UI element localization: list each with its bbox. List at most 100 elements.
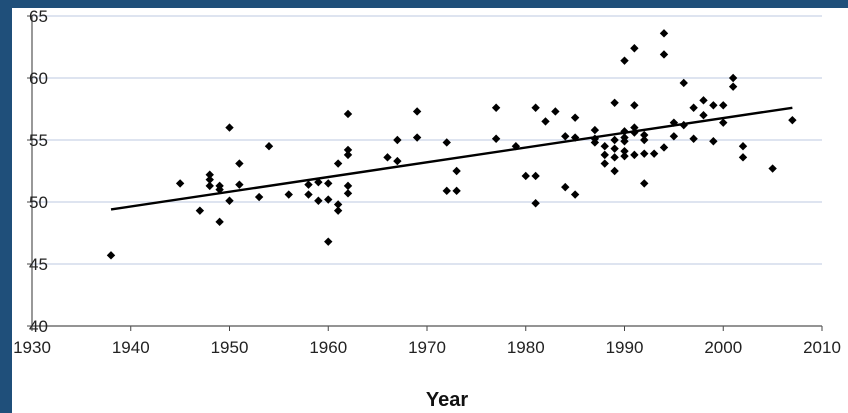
data-point-7 <box>215 181 224 191</box>
data-point-85 <box>669 132 679 141</box>
data-point-96 <box>728 73 738 83</box>
data-point-93 <box>709 137 718 146</box>
data-point-99 <box>738 153 748 162</box>
data-point-97 <box>728 82 738 91</box>
data-point-17 <box>304 190 313 199</box>
data-point-90 <box>699 96 708 105</box>
data-point-14 <box>264 142 274 151</box>
data-point-76 <box>640 130 649 140</box>
data-point-92 <box>709 101 718 110</box>
data-point-12 <box>235 180 244 189</box>
data-point-48 <box>551 107 560 116</box>
data-point-53 <box>570 190 580 199</box>
data-point-5 <box>205 181 214 191</box>
data-point-20 <box>324 179 333 188</box>
data-point-101 <box>788 115 797 125</box>
data-point-11 <box>235 159 244 168</box>
data-point-10 <box>225 196 234 205</box>
data-point-26 <box>343 109 353 119</box>
data-point-49 <box>561 132 570 141</box>
x-tick-label-1970: 1970 <box>408 338 446 357</box>
data-point-72 <box>630 101 639 110</box>
data-point-3 <box>205 170 214 179</box>
data-point-78 <box>640 149 649 158</box>
data-point-75 <box>630 150 639 160</box>
data-point-95 <box>719 118 728 127</box>
tick-labels: 40 45 50 55 60 65 1930 1940 1950 1960 1970 1980 1990… <box>13 8 841 357</box>
x-axis-title: Year <box>426 389 468 411</box>
data-point-38 <box>452 166 461 176</box>
data-point-15 <box>284 190 293 199</box>
data-point-36 <box>442 138 451 147</box>
data-point-4 <box>205 175 214 184</box>
x-tick-label-1940: 1940 <box>112 338 150 357</box>
data-point-65 <box>620 56 629 65</box>
data-point-77 <box>640 135 649 145</box>
y-tick-label-60: 60 <box>29 69 48 88</box>
data-point-94 <box>719 101 728 110</box>
y-tick-label-40: 40 <box>29 317 48 336</box>
data-point-51 <box>570 113 580 122</box>
data-point-32 <box>393 135 402 145</box>
data-point-35 <box>412 133 422 142</box>
data-point-58 <box>600 150 609 160</box>
data-point-34 <box>412 107 422 116</box>
data-point-27 <box>343 145 353 155</box>
x-tick-label-1930: 1930 <box>13 338 51 357</box>
plot-area <box>32 16 822 326</box>
data-point-100 <box>768 164 777 173</box>
data-point-40 <box>491 103 501 112</box>
data-point-71 <box>630 44 639 53</box>
data-point-79 <box>640 179 649 188</box>
data-point-64 <box>610 166 619 176</box>
data-point-33 <box>393 156 402 166</box>
data-point-86 <box>679 78 688 88</box>
data-point-59 <box>600 159 609 168</box>
data-point-62 <box>610 144 619 153</box>
x-tick-label-2010: 2010 <box>803 338 841 357</box>
x-tick-label-1990: 1990 <box>606 338 644 357</box>
data-point-81 <box>659 29 669 38</box>
data-point-88 <box>689 103 698 112</box>
data-point-46 <box>531 199 540 208</box>
data-point-2 <box>195 206 205 215</box>
data-point-0 <box>106 251 116 260</box>
data-point-61 <box>610 135 619 145</box>
data-point-68 <box>620 137 629 146</box>
data-point-89 <box>689 134 698 143</box>
data-point-70 <box>620 151 629 161</box>
x-tick-label-1980: 1980 <box>507 338 545 357</box>
data-point-69 <box>620 146 629 156</box>
axes <box>27 15 823 331</box>
data-point-30 <box>343 189 353 198</box>
data-point-83 <box>659 143 669 152</box>
x-tick-label-2000: 2000 <box>704 338 742 357</box>
data-point-37 <box>442 186 451 196</box>
data-point-60 <box>610 98 619 107</box>
data-point-45 <box>531 171 540 181</box>
data-point-8 <box>215 217 224 227</box>
data-point-21 <box>324 195 333 204</box>
data-point-18 <box>314 177 323 187</box>
y-tick-label-45: 45 <box>29 255 48 274</box>
data-point-16 <box>304 180 313 189</box>
data-point-24 <box>333 206 343 215</box>
scatter-chart: 40 45 50 55 60 65 1930 1940 1950 1960 1970 1980 1990… <box>13 8 841 411</box>
data-point-39 <box>452 186 461 196</box>
data-point-31 <box>383 153 392 162</box>
data-point-29 <box>343 181 353 191</box>
data-point-56 <box>590 138 600 147</box>
y-tick-label-55: 55 <box>29 131 48 150</box>
data-point-22 <box>324 237 333 246</box>
data-point-43 <box>521 171 530 181</box>
data-point-50 <box>561 182 570 192</box>
x-tick-label-1950: 1950 <box>211 338 249 357</box>
data-point-41 <box>491 134 501 143</box>
data-point-1 <box>175 179 185 188</box>
data-point-91 <box>699 111 708 120</box>
y-tick-label-65: 65 <box>29 8 48 26</box>
y-tick-label-50: 50 <box>29 193 48 212</box>
data-point-82 <box>659 50 669 59</box>
data-point-23 <box>333 200 343 209</box>
data-point-73 <box>630 123 639 132</box>
